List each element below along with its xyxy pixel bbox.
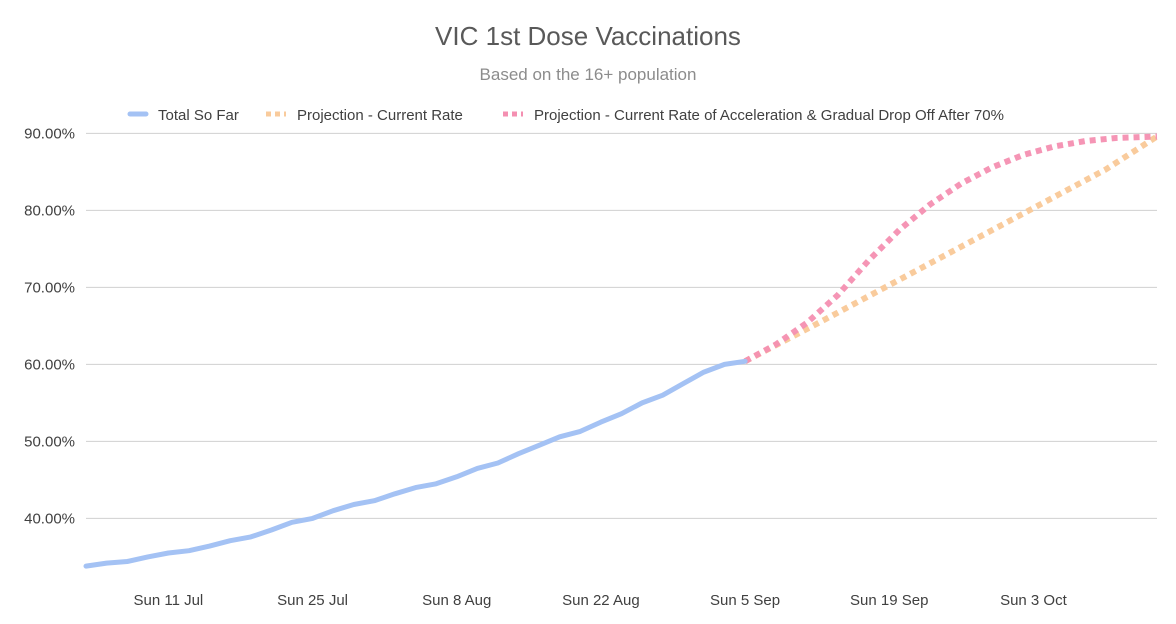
x-tick-label: Sun 25 Jul xyxy=(277,592,348,609)
legend-label: Total So Far xyxy=(158,107,239,124)
y-tick-label: 80.00% xyxy=(24,202,75,219)
x-axis: Sun 11 Jul Sun 25 Jul Sun 8 Aug Sun 22 Aug S… xyxy=(133,592,1067,609)
series-line-0 xyxy=(83,358,748,569)
series-line-1 xyxy=(743,133,1159,364)
legend-label: Projection - Current Rate xyxy=(297,107,463,124)
x-tick-label: Sun 5 Sep xyxy=(710,592,780,609)
chart-subtitle: Based on the 16+ population xyxy=(480,65,697,84)
legend: Total So Far Projection - Current Rate Pro… xyxy=(127,107,1004,124)
series-line-2 xyxy=(743,133,1158,364)
y-tick-label: 50.00% xyxy=(24,433,75,450)
series-layer xyxy=(83,133,1159,569)
y-axis: 40.00% 50.00% 60.00% 70.00% 80.00% 90.00% xyxy=(24,125,75,527)
chart-title: VIC 1st Dose Vaccinations xyxy=(435,21,741,51)
x-tick-label: Sun 3 Oct xyxy=(1000,592,1068,609)
y-tick-label: 90.00% xyxy=(24,125,75,142)
y-tick-label: 70.00% xyxy=(24,279,75,296)
legend-label: Projection - Current Rate of Acceleratio… xyxy=(534,107,1004,124)
x-tick-label: Sun 22 Aug xyxy=(562,592,640,609)
x-tick-label: Sun 8 Aug xyxy=(422,592,491,609)
x-tick-label: Sun 11 Jul xyxy=(133,592,203,609)
y-tick-label: 40.00% xyxy=(24,510,75,527)
gridlines xyxy=(86,132,1157,519)
x-tick-label: Sun 19 Sep xyxy=(850,592,928,609)
y-tick-label: 60.00% xyxy=(24,356,75,373)
